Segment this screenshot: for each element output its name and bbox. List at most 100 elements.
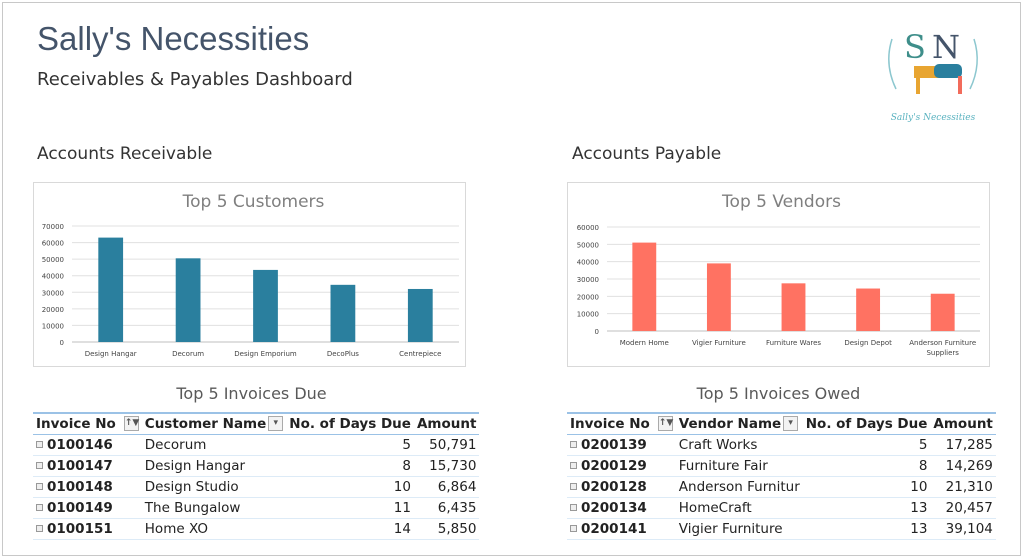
table-row[interactable]: 0200139 Craft Works 5 17,285 bbox=[567, 434, 996, 456]
invoice-no[interactable]: 0100146 bbox=[33, 434, 142, 456]
chart-title: Top 5 Customers bbox=[182, 192, 325, 212]
days-due: 11 bbox=[286, 497, 414, 519]
days-due: 5 bbox=[286, 434, 414, 456]
party-name: HomeCraft bbox=[675, 497, 803, 519]
invoice-filter-button[interactable]: ↑▼ bbox=[652, 412, 676, 435]
expand-icon[interactable] bbox=[570, 504, 577, 511]
customer-dropdown-button[interactable]: ▾ bbox=[268, 416, 284, 432]
party-name: Anderson Furnitur bbox=[675, 476, 803, 498]
y-tick-label: 10000 bbox=[577, 311, 599, 319]
col-vendor-name: Vendor Name ▾ bbox=[675, 412, 803, 435]
y-tick-label: 50000 bbox=[577, 241, 599, 249]
col-days-due: No. of Days Due bbox=[286, 412, 414, 435]
expand-icon[interactable] bbox=[570, 441, 577, 448]
invoice-no[interactable]: 0200129 bbox=[567, 455, 676, 477]
party-name: Decorum bbox=[141, 434, 287, 456]
expand-icon[interactable] bbox=[36, 462, 43, 469]
bar bbox=[175, 258, 201, 342]
invoice-no[interactable]: 0100151 bbox=[33, 518, 142, 540]
amount: 5,850 bbox=[413, 518, 480, 540]
x-tick-label: Suppliers bbox=[926, 349, 959, 357]
filter-icon[interactable]: ↑▼ bbox=[123, 416, 139, 432]
y-tick-label: 40000 bbox=[577, 259, 599, 267]
bar bbox=[98, 237, 124, 342]
vendor-dropdown-button[interactable]: ▾ bbox=[783, 416, 799, 432]
bar bbox=[330, 284, 356, 342]
amount: 6,435 bbox=[413, 497, 480, 519]
x-tick-label: Design Depot bbox=[844, 339, 892, 347]
expand-icon[interactable] bbox=[36, 504, 43, 511]
invoice-no[interactable]: 0200139 bbox=[567, 434, 676, 456]
table-row[interactable]: 0200141 Vigier Furniture 13 39,104 bbox=[567, 518, 996, 540]
invoices-owed-table: Invoice No ↑▼ Vendor Name ▾ No. of Days D… bbox=[567, 412, 996, 540]
amount: 17,285 bbox=[930, 434, 996, 456]
invoice-no[interactable]: 0100147 bbox=[33, 455, 142, 477]
invoice-no[interactable]: 0100148 bbox=[33, 476, 142, 498]
accounts-receivable-heading: Accounts Receivable bbox=[37, 144, 213, 164]
expand-icon[interactable] bbox=[36, 483, 43, 490]
table-row[interactable]: 0100147 Design Hangar 8 15,730 bbox=[33, 455, 480, 477]
expand-icon[interactable] bbox=[36, 441, 43, 448]
y-tick-label: 60000 bbox=[42, 240, 64, 248]
x-tick-label: Furniture Wares bbox=[766, 339, 821, 347]
col-invoice-no: Invoice No bbox=[33, 412, 119, 435]
svg-text:S: S bbox=[904, 28, 926, 66]
col-customer-name: Customer Name ▾ bbox=[141, 412, 287, 435]
accounts-payable-heading: Accounts Payable bbox=[572, 144, 722, 164]
amount: 50,791 bbox=[413, 434, 480, 456]
invoice-no[interactable]: 0200134 bbox=[567, 497, 676, 519]
col-days-due: No. of Days Due bbox=[802, 412, 931, 435]
amount: 6,864 bbox=[413, 476, 480, 498]
days-due: 10 bbox=[286, 476, 414, 498]
invoice-filter-button[interactable]: ↑▼ bbox=[118, 412, 142, 435]
x-tick-label: Centrepiece bbox=[399, 350, 441, 358]
invoices-due-table: Invoice No ↑▼ Customer Name ▾ No. of Days… bbox=[33, 412, 480, 540]
y-tick-label: 70000 bbox=[42, 223, 64, 231]
col-invoice-no: Invoice No bbox=[567, 412, 653, 435]
party-name: Design Studio bbox=[141, 476, 287, 498]
col-amount: Amount bbox=[930, 412, 996, 435]
expand-icon[interactable] bbox=[570, 462, 577, 469]
x-tick-label: Design Emporium bbox=[234, 350, 297, 358]
expand-icon[interactable] bbox=[570, 525, 577, 532]
party-name: Vigier Furniture bbox=[675, 518, 803, 540]
bar bbox=[856, 288, 881, 331]
invoice-no[interactable]: 0100149 bbox=[33, 497, 142, 519]
table-row[interactable]: 0200129 Furniture Fair 8 14,269 bbox=[567, 455, 996, 477]
expand-icon[interactable] bbox=[570, 483, 577, 490]
amount: 15,730 bbox=[413, 455, 480, 477]
filter-icon[interactable]: ↑▼ bbox=[657, 416, 673, 432]
table-row[interactable]: 0100146 Decorum 5 50,791 bbox=[33, 434, 480, 456]
invoice-no[interactable]: 0200141 bbox=[567, 518, 676, 540]
party-name: Craft Works bbox=[675, 434, 803, 456]
amount: 14,269 bbox=[930, 455, 996, 477]
svg-text:N: N bbox=[932, 28, 960, 66]
table-row[interactable]: 0100151 Home XO 14 5,850 bbox=[33, 518, 480, 540]
bar bbox=[930, 293, 955, 331]
invoice-no[interactable]: 0200128 bbox=[567, 476, 676, 498]
table-row[interactable]: 0100148 Design Studio 10 6,864 bbox=[33, 476, 480, 498]
invoices-due-title: Top 5 Invoices Due bbox=[176, 384, 327, 403]
y-tick-label: 20000 bbox=[577, 293, 599, 301]
bar bbox=[781, 283, 806, 331]
x-tick-label: Vigier Furniture bbox=[692, 339, 746, 347]
table-row[interactable]: 0200134 HomeCraft 13 20,457 bbox=[567, 497, 996, 519]
y-tick-label: 10000 bbox=[42, 322, 64, 330]
table-row[interactable]: 0200128 Anderson Furnitur 10 21,310 bbox=[567, 476, 996, 498]
y-tick-label: 0 bbox=[60, 339, 64, 347]
x-tick-label: Decorum bbox=[172, 350, 204, 358]
svg-text:Sally's Necessities: Sally's Necessities bbox=[891, 113, 976, 123]
top-customers-chart-svg: Top 5 Customers 0 10000 20000 30000 40000 5000… bbox=[42, 192, 459, 358]
days-due: 8 bbox=[286, 455, 414, 477]
y-tick-label: 0 bbox=[595, 328, 599, 336]
x-tick-label: Design Hangar bbox=[85, 350, 137, 358]
page-subtitle: Receivables & Payables Dashboard bbox=[37, 69, 353, 90]
party-name: Home XO bbox=[141, 518, 287, 540]
days-due: 13 bbox=[802, 497, 931, 519]
top-vendors-chart: Top 5 Vendors 0 10000 20000 30000 40000 50000 6… bbox=[567, 182, 990, 367]
expand-icon[interactable] bbox=[36, 525, 43, 532]
y-tick-label: 30000 bbox=[42, 289, 64, 297]
top-vendors-chart-svg: Top 5 Vendors 0 10000 20000 30000 40000 50000 6… bbox=[577, 192, 980, 357]
table-row[interactable]: 0100149 The Bungalow 11 6,435 bbox=[33, 497, 480, 519]
party-name: Furniture Fair bbox=[675, 455, 803, 477]
